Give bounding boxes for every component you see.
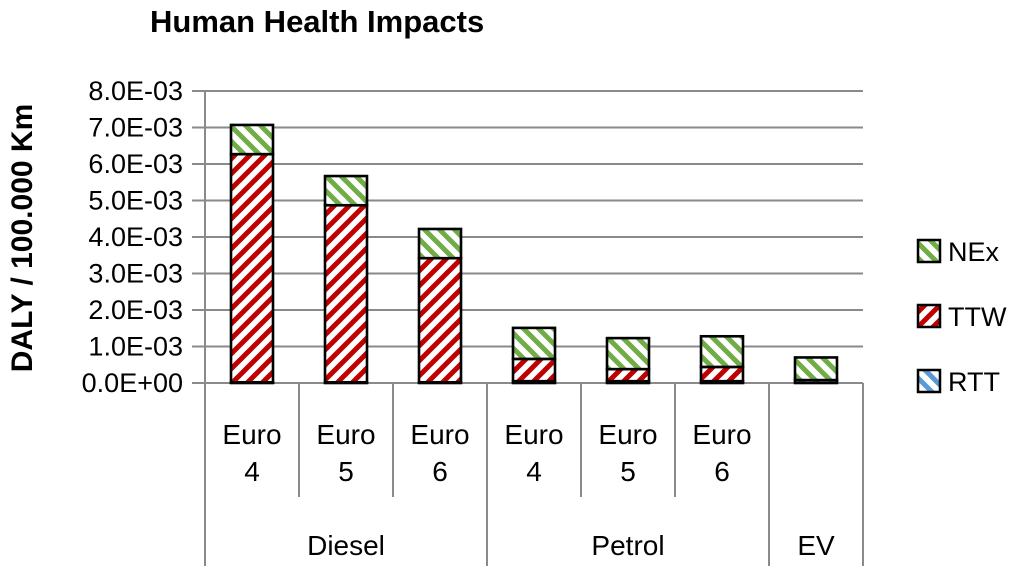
y-tick-label: 3.0E-03 — [88, 259, 183, 289]
bars — [229, 123, 839, 385]
legend-swatch-nex — [916, 238, 942, 264]
bar-segment-nex — [511, 326, 557, 361]
legend-swatch-rtt — [916, 368, 942, 394]
category-label-line2: 4 — [244, 456, 260, 487]
category-label-line1: Euro — [692, 419, 751, 450]
legend-label-rtt: RTT — [948, 367, 1000, 397]
y-axis-title: DALY / 100.000 Km — [6, 104, 39, 373]
category-label-line2: 5 — [338, 456, 354, 487]
bar-segment-nex — [323, 174, 369, 207]
group-label: EV — [797, 530, 835, 561]
group-label: Petrol — [591, 530, 664, 561]
chart-title: Human Health Impacts — [150, 4, 484, 39]
category-label-line2: 6 — [432, 456, 448, 487]
axis-labels: 0.0E+00 1.0E-03 2.0E-03 3.0E-03 4.0E-03 5.0E-… — [82, 76, 835, 561]
bar-segment-ttw — [699, 365, 745, 383]
legend: NEx TTW RTT — [916, 237, 1007, 397]
bar-segment-ttw — [605, 367, 651, 383]
bar-segment-ttw — [417, 256, 463, 384]
category-label-line1: Euro — [316, 419, 375, 450]
y-tick-label: 1.0E-03 — [88, 332, 183, 362]
category-label-line2: 4 — [526, 456, 542, 487]
bar-segment-nex — [699, 334, 745, 369]
legend-label-nex: NEx — [948, 237, 1000, 267]
y-tick-label: 6.0E-03 — [88, 149, 183, 179]
bar-segment-ttw — [229, 152, 275, 384]
y-tick-label: 2.0E-03 — [88, 295, 183, 325]
category-label-line1: Euro — [598, 419, 657, 450]
legend-label-ttw: TTW — [948, 302, 1007, 332]
y-tick-label: 8.0E-03 — [88, 76, 183, 106]
y-tick-label: 4.0E-03 — [88, 222, 183, 252]
y-tick-label: 7.0E-03 — [88, 113, 183, 143]
y-tick-label: 0.0E+00 — [82, 368, 183, 398]
bar-segment-nex — [229, 123, 275, 156]
bar-segment-ttw — [323, 203, 369, 384]
category-label-line1: Euro — [504, 419, 563, 450]
category-label-line2: 6 — [714, 456, 730, 487]
bar-segment-ttw — [511, 357, 557, 383]
bar-segment-nex — [417, 227, 463, 260]
category-label-line1: Euro — [410, 419, 469, 450]
legend-swatch-ttw — [916, 303, 942, 329]
bar-segment-nex — [793, 356, 839, 382]
gridlines — [205, 90, 863, 348]
y-tick-label: 5.0E-03 — [88, 186, 183, 216]
category-label-line2: 5 — [620, 456, 636, 487]
bar-segment-nex — [605, 336, 651, 371]
group-label: Diesel — [307, 530, 385, 561]
category-label-line1: Euro — [222, 419, 281, 450]
